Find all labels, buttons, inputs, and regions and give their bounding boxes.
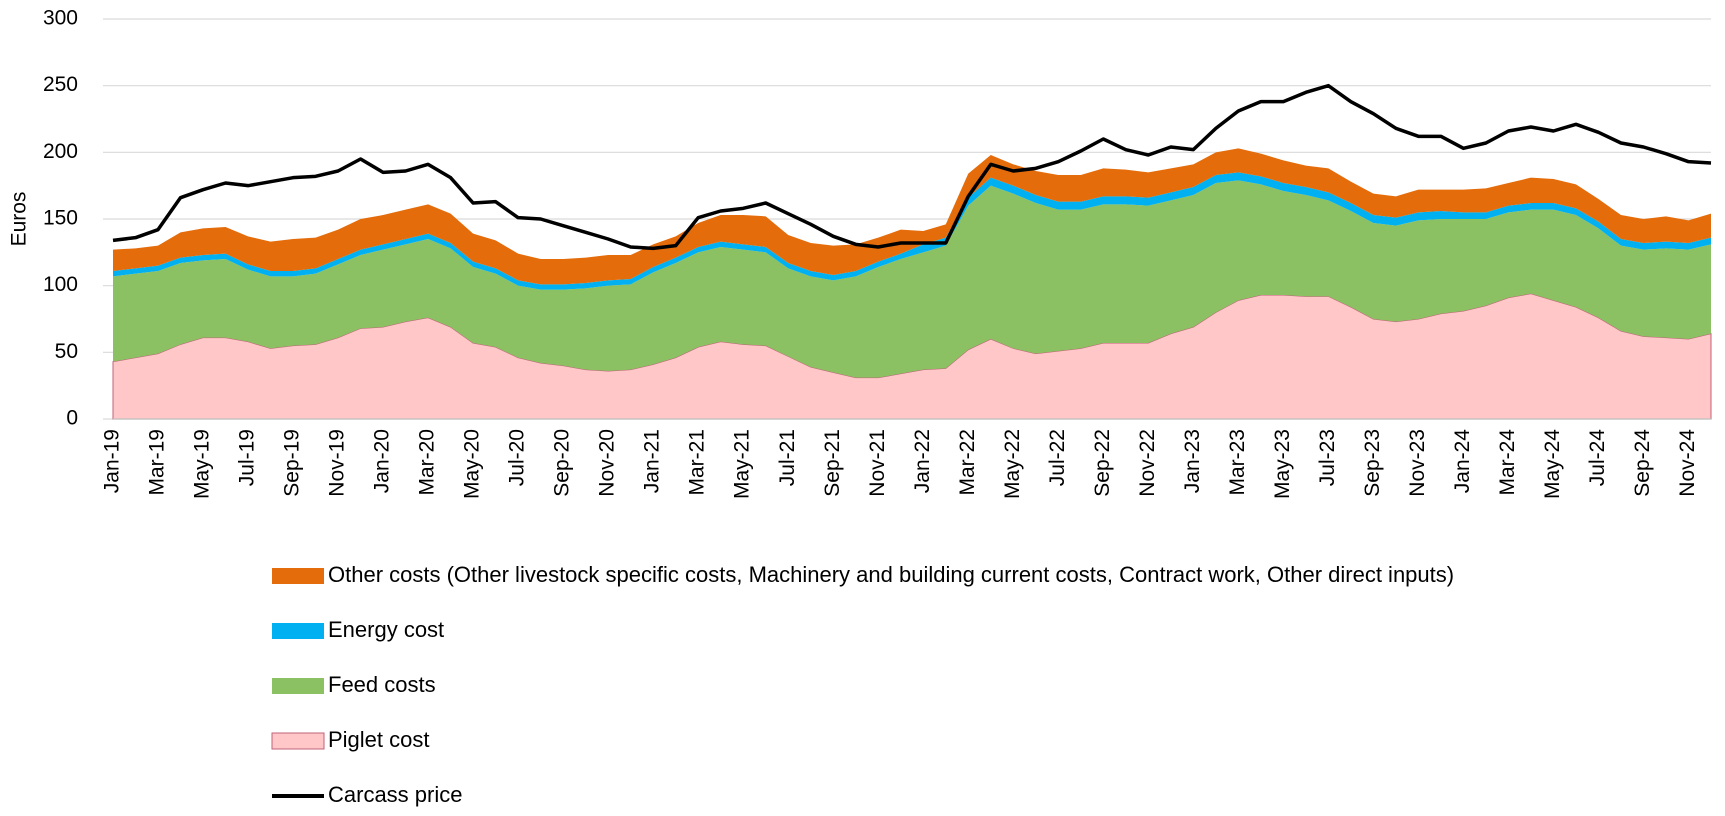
y-tick-label: 50 [55,340,78,363]
x-tick-label: Jul-20 [506,429,529,486]
y-tick-label: 150 [43,207,78,230]
x-tick-label: Jan-19 [101,429,124,493]
x-tick-label: May-19 [191,429,214,499]
legend-swatch [271,732,325,750]
x-tick-label: May-21 [731,429,754,499]
x-tick-label: Jan-20 [371,429,394,493]
legend-label: Feed costs [328,672,436,697]
legend-swatch [272,623,324,639]
x-tick-label: Sep-23 [1361,429,1384,497]
y-axis-label: Euros [8,192,31,247]
legend-swatch [272,678,324,694]
x-tick-label: Sep-22 [1091,429,1114,497]
legend-label: Energy cost [328,617,444,642]
x-tick-label: Nov-22 [1136,429,1159,497]
x-tick-label: Jan-24 [1451,429,1474,494]
x-tick-label: Mar-24 [1496,429,1519,496]
y-tick-label: 0 [66,407,78,430]
x-tick-label: Mar-21 [686,429,709,496]
x-tick-label: Jan-22 [911,429,934,493]
legend-label: Carcass price [328,782,462,807]
x-tick-label: Sep-20 [551,429,574,497]
area [113,148,1711,285]
x-tick-label: Mar-20 [416,429,439,496]
x-tick-label: May-23 [1271,429,1294,499]
x-tick-label: May-22 [1001,429,1024,499]
x-tick-label: May-24 [1541,429,1564,499]
legend-label: Other costs (Other livestock specific co… [328,562,1454,587]
y-tick-label: 100 [43,273,78,296]
legend-swatch [272,568,324,584]
area [113,180,1711,378]
x-tick-label: Sep-24 [1631,429,1654,497]
x-tick-label: Sep-21 [821,429,844,497]
x-tick-label: Jul-22 [1046,429,1069,486]
x-tick-label: Nov-19 [326,429,349,497]
x-tick-label: Mar-19 [146,429,169,496]
x-tick-label: Jul-23 [1316,429,1339,486]
x-tick-label: Jan-21 [641,429,664,493]
x-tick-label: Jul-21 [776,429,799,486]
y-tick-label: 300 [43,7,78,30]
x-tick-label: Nov-20 [596,429,619,497]
x-tick-label: Sep-19 [281,429,304,497]
line [112,83,1712,251]
x-tick-label: Jul-19 [236,429,259,486]
x-tick-label: Nov-24 [1676,429,1699,497]
x-tick-label: Nov-21 [866,429,889,497]
y-tick-label: 250 [43,73,78,96]
x-tick-label: Jan-23 [1181,429,1204,493]
x-tick-label: Mar-23 [1226,429,1249,496]
x-tick-label: Nov-23 [1406,429,1429,497]
x-tick-label: May-20 [461,429,484,499]
x-tick-label: Mar-22 [956,429,979,496]
y-tick-label: 200 [43,140,78,163]
legend-label: Piglet cost [328,727,430,752]
x-tick-label: Jul-24 [1586,429,1609,487]
